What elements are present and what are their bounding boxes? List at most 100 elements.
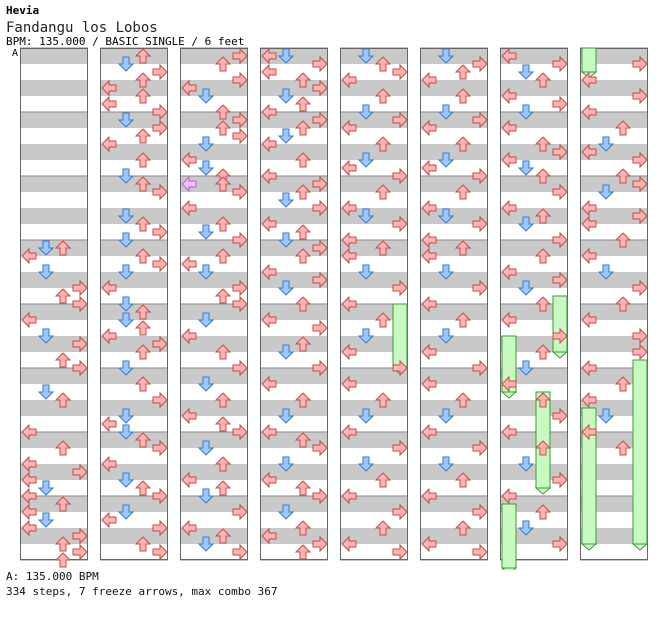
right-arrow xyxy=(392,543,408,561)
down-arrow xyxy=(197,136,215,152)
beat-stripe xyxy=(20,400,88,416)
beat-stripe xyxy=(420,176,488,192)
beat-stripe xyxy=(340,304,408,320)
down-arrow xyxy=(197,312,215,328)
beat-stripe xyxy=(340,368,408,384)
freeze-arrow-tail xyxy=(534,487,552,495)
right-arrow xyxy=(392,503,408,521)
beat-stripe xyxy=(500,144,568,160)
up-arrow xyxy=(54,552,72,568)
right-arrow xyxy=(312,79,328,97)
up-arrow xyxy=(294,432,312,448)
right-arrow xyxy=(392,439,408,457)
right-arrow xyxy=(312,359,328,377)
down-arrow xyxy=(117,408,135,424)
down-arrow xyxy=(517,520,535,536)
beat-stripe xyxy=(100,144,168,160)
beat-stripe xyxy=(420,240,488,256)
beat-stripe xyxy=(580,48,648,64)
down-arrow xyxy=(517,360,535,376)
beat-stripe xyxy=(420,80,488,96)
right-arrow xyxy=(552,55,568,73)
left-arrow xyxy=(101,511,117,529)
left-arrow xyxy=(21,471,37,489)
beat-stripe xyxy=(100,432,168,448)
up-arrow xyxy=(214,248,232,264)
down-arrow xyxy=(197,88,215,104)
up-arrow xyxy=(134,72,152,88)
column-border xyxy=(580,48,648,560)
right-arrow xyxy=(632,279,648,297)
left-arrow xyxy=(261,527,277,545)
down-arrow xyxy=(37,480,55,496)
up-arrow xyxy=(214,392,232,408)
down-arrow xyxy=(597,408,615,424)
right-arrow xyxy=(392,215,408,233)
down-arrow xyxy=(37,240,55,256)
beat-stripe xyxy=(420,336,488,352)
right-arrow xyxy=(552,471,568,489)
beat-stripe xyxy=(500,176,568,192)
right-arrow xyxy=(72,335,88,353)
beat-stripe xyxy=(580,368,648,384)
right-arrow xyxy=(632,343,648,361)
beat-stripe xyxy=(500,400,568,416)
beat-stripe xyxy=(500,496,568,512)
left-arrow xyxy=(101,95,117,113)
beat-stripe xyxy=(500,464,568,480)
right-arrow xyxy=(312,199,328,217)
beat-stripe xyxy=(420,208,488,224)
up-arrow xyxy=(374,520,392,536)
beat-stripe xyxy=(500,208,568,224)
up-arrow xyxy=(134,48,152,64)
right-arrow xyxy=(72,463,88,481)
down-arrow xyxy=(117,472,135,488)
beat-stripe xyxy=(340,208,408,224)
right-arrow xyxy=(632,87,648,105)
left-arrow xyxy=(101,135,117,153)
down-arrow xyxy=(197,224,215,240)
up-arrow xyxy=(54,240,72,256)
beat-stripe xyxy=(100,304,168,320)
freeze-arrow xyxy=(632,359,648,545)
beat-stripe xyxy=(500,432,568,448)
left-arrow xyxy=(581,215,597,233)
left-arrow xyxy=(21,311,37,329)
up-arrow xyxy=(294,544,312,560)
beat-stripe xyxy=(180,496,248,512)
right-arrow xyxy=(152,183,168,201)
down-arrow xyxy=(517,456,535,472)
beat-stripe xyxy=(100,400,168,416)
down-arrow xyxy=(357,104,375,120)
beat-stripe xyxy=(260,368,328,384)
left-arrow xyxy=(581,199,597,217)
beat-stripe xyxy=(340,240,408,256)
up-arrow xyxy=(214,104,232,120)
beat-stripe xyxy=(100,208,168,224)
beat-stripe xyxy=(20,304,88,320)
left-arrow xyxy=(421,343,437,361)
right-arrow xyxy=(632,151,648,169)
up-arrow xyxy=(134,320,152,336)
up-arrow xyxy=(614,120,632,136)
down-arrow xyxy=(277,192,295,208)
left-arrow xyxy=(581,143,597,161)
down-arrow xyxy=(277,344,295,360)
up-arrow xyxy=(134,88,152,104)
left-arrow xyxy=(341,535,357,553)
freeze-arrow xyxy=(392,303,408,369)
up-arrow xyxy=(614,440,632,456)
right-arrow xyxy=(552,407,568,425)
up-arrow xyxy=(294,336,312,352)
beat-stripe xyxy=(580,432,648,448)
beat-stripe xyxy=(340,336,408,352)
right-arrow xyxy=(552,231,568,249)
down-arrow xyxy=(277,408,295,424)
down-arrow xyxy=(117,424,135,440)
left-arrow xyxy=(21,423,37,441)
down-arrow xyxy=(37,512,55,528)
beat-stripe xyxy=(500,528,568,544)
right-arrow xyxy=(232,183,248,201)
up-arrow xyxy=(294,520,312,536)
right-arrow xyxy=(232,503,248,521)
